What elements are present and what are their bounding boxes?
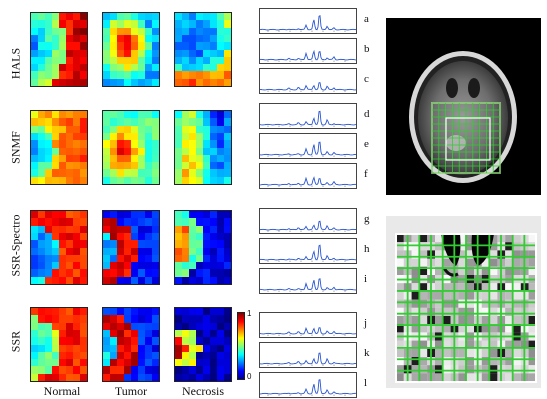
mri-axial-image	[386, 18, 541, 195]
heatmap-snmf-necrosis	[174, 110, 232, 185]
heatmap-hals-tumor	[102, 12, 160, 87]
spectrum-letter: e	[364, 138, 369, 150]
spectrum-letter: i	[364, 273, 368, 285]
spectrum-line	[260, 278, 356, 291]
mri-axial-svg	[409, 51, 517, 183]
colorbar-max-label: 1	[247, 309, 252, 318]
spectrum-plot	[259, 208, 357, 234]
heatmap-ssr-necrosis	[174, 307, 232, 382]
spectrum-plot	[259, 8, 357, 34]
spectrum-plot	[259, 268, 357, 294]
row-label-hals: HALS	[8, 47, 23, 80]
mri-zoom-image	[386, 216, 541, 388]
spectrum-letter: l	[364, 377, 368, 389]
spectrum-line	[260, 176, 356, 186]
spectrum-line	[260, 141, 356, 156]
spectrum-line	[260, 379, 356, 395]
heatmap-ssr-normal	[30, 307, 88, 382]
column-label-normal: Normal	[43, 384, 81, 398]
spectrum-plot	[259, 312, 357, 338]
heatmap-ssr-spectro-necrosis	[174, 210, 232, 285]
spectrum-plot	[259, 38, 357, 64]
spectrum-letter: d	[364, 108, 370, 120]
spectrum-line	[260, 244, 356, 261]
row-label-ssr: SSR	[8, 330, 23, 353]
spectrum-letter: g	[364, 213, 370, 225]
spectrum-plot	[259, 342, 357, 368]
mri-zoom-svg	[395, 233, 537, 383]
spectrum-line	[260, 220, 356, 231]
spectrum-letter: a	[364, 13, 369, 25]
spectrum-line	[260, 326, 356, 335]
heatmap-snmf-normal	[30, 110, 88, 185]
heatmap-hals-necrosis	[174, 12, 232, 87]
spectrum-plot	[259, 103, 357, 129]
spectrum-line	[260, 49, 356, 61]
column-label-tumor: Tumor	[114, 384, 148, 398]
column-label-necrosis: Necrosis	[182, 384, 224, 398]
spectrum-line	[260, 110, 356, 126]
spectrum-plot	[259, 372, 357, 398]
spectrum-plot	[259, 238, 357, 264]
spectrum-plot	[259, 68, 357, 94]
spectrum-letter: j	[364, 317, 368, 329]
heatmap-ssr-tumor	[102, 307, 160, 382]
row-label-snmf: SNMF	[8, 131, 23, 164]
spectrum-line	[260, 352, 356, 365]
heatmap-ssr-spectro-normal	[30, 210, 88, 285]
colorbar	[237, 312, 245, 380]
spectrum-line	[260, 82, 356, 91]
spectrum-plot	[259, 163, 357, 189]
colorbar-min-label: 0	[247, 372, 252, 381]
spectrum-letter: k	[364, 347, 370, 359]
spectrum-letter: b	[364, 43, 370, 55]
spectrum-letter: h	[364, 243, 370, 255]
spectrum-letter: f	[364, 168, 368, 180]
row-label-ssr-spectro: SSR-Spectro	[8, 214, 23, 277]
spectrum-line	[260, 14, 356, 31]
heatmap-snmf-tumor	[102, 110, 160, 185]
spectrum-plot	[259, 133, 357, 159]
heatmap-ssr-spectro-tumor	[102, 210, 160, 285]
heatmap-hals-normal	[30, 12, 88, 87]
spectrum-letter: c	[364, 73, 369, 85]
